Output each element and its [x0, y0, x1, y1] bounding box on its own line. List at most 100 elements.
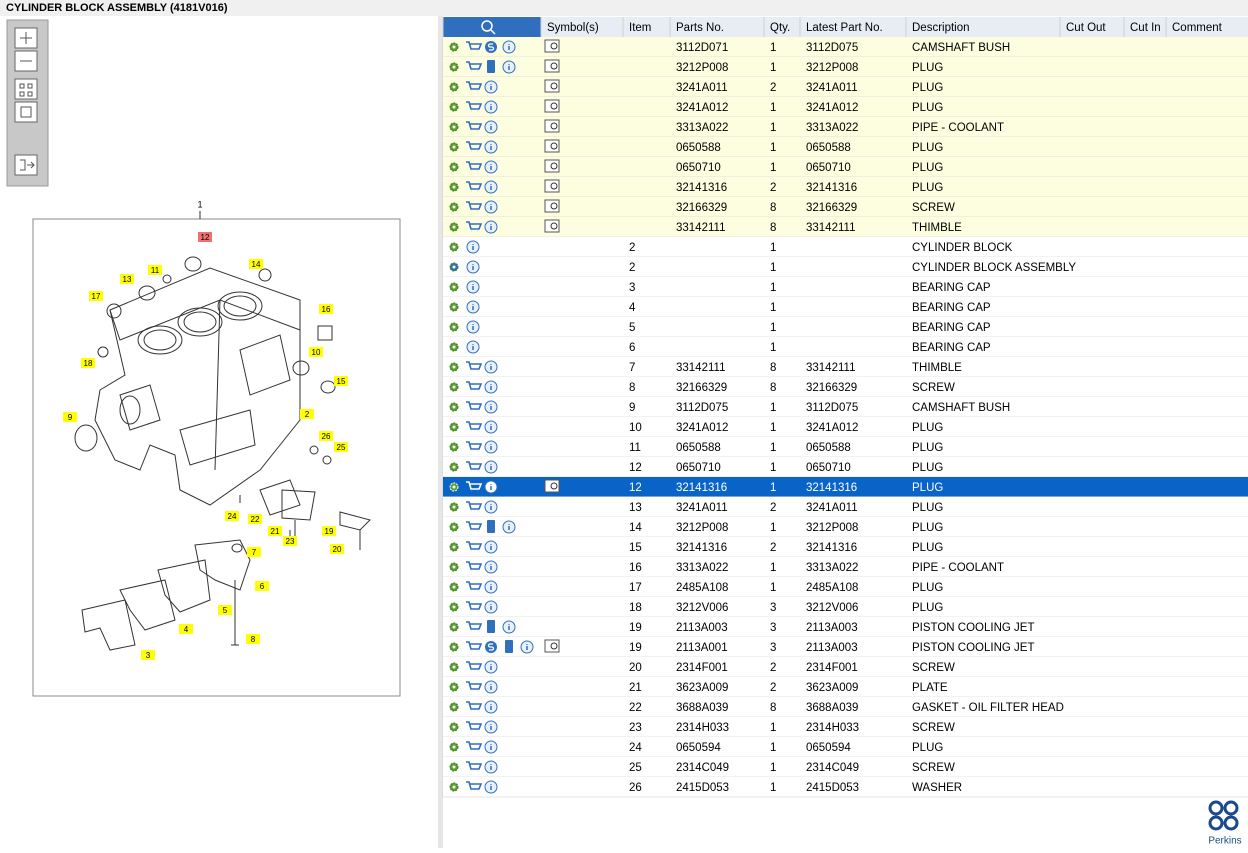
table-row[interactable]: 2 1 CYLINDER BLOCK ASSEMBLY — [443, 257, 1248, 278]
row-bg[interactable] — [443, 517, 1248, 537]
table-row[interactable]: 3112D071 1 3112D075 CAMSHAFT BUSH — [443, 37, 1248, 58]
doc-icon[interactable] — [505, 640, 513, 653]
fit[interactable] — [14, 78, 38, 100]
row-bg[interactable] — [443, 417, 1248, 437]
cart-icon[interactable] — [466, 81, 483, 92]
callout[interactable]: 17 — [92, 292, 101, 301]
callout[interactable]: 12 — [201, 233, 210, 242]
callout[interactable]: 3 — [146, 651, 151, 660]
row-bg[interactable] — [443, 497, 1248, 517]
cart-icon[interactable] — [466, 181, 483, 192]
callout[interactable]: 21 — [271, 527, 280, 536]
cart-icon[interactable] — [466, 221, 483, 232]
callout-box[interactable] — [334, 376, 348, 386]
table-row[interactable]: 24 0650594 1 0650594 PLUG — [443, 737, 1248, 758]
table-row[interactable]: 12 32141316 1 32141316 PLUG — [443, 477, 1248, 498]
row-bg[interactable] — [443, 257, 1248, 277]
callout[interactable]: 18 — [84, 359, 93, 368]
table-row[interactable]: 13 3241A011 2 3241A011 PLUG — [443, 497, 1248, 518]
row-bg[interactable] — [443, 77, 1248, 97]
cart-icon[interactable] — [466, 621, 483, 632]
table-row[interactable]: 11 0650588 1 0650588 PLUG — [443, 437, 1248, 458]
callout-box[interactable] — [63, 412, 77, 422]
callout-box[interactable] — [330, 544, 344, 554]
callout[interactable]: 16 — [322, 305, 331, 314]
callout[interactable]: 4 — [184, 625, 189, 634]
row-bg[interactable] — [443, 217, 1248, 237]
column-header[interactable]: Comment — [1172, 22, 1223, 34]
row-bg[interactable] — [443, 697, 1248, 717]
table-row[interactable]: 21 3623A009 2 3623A009 PLATE — [443, 677, 1248, 698]
callout-box[interactable] — [89, 291, 103, 301]
callout-box[interactable] — [247, 547, 261, 557]
column-header[interactable]: Cut In — [1130, 22, 1161, 34]
row-bg[interactable] — [443, 477, 1248, 497]
table-row[interactable]: 7 33142111 8 33142111 THIMBLE — [443, 357, 1248, 378]
callout[interactable]: 8 — [251, 635, 256, 644]
callout-box[interactable] — [300, 409, 314, 419]
cart-icon[interactable] — [466, 461, 483, 472]
row-bg[interactable] — [443, 597, 1248, 617]
table-row[interactable]: 3 1 BEARING CAP — [443, 277, 1248, 298]
table-row[interactable]: 22 3688A039 8 3688A039 GASKET - OIL FILTER H… — [443, 697, 1248, 718]
row-bg[interactable] — [443, 357, 1248, 377]
cart-icon[interactable] — [466, 441, 483, 452]
cart-icon[interactable] — [466, 61, 483, 72]
row-bg[interactable] — [443, 317, 1248, 337]
callout-box[interactable] — [248, 514, 262, 524]
cart-icon[interactable] — [466, 521, 483, 532]
cart-icon[interactable] — [466, 121, 483, 132]
callout[interactable]: 2 — [305, 410, 310, 419]
cart-icon[interactable] — [466, 581, 483, 592]
cart-icon[interactable] — [466, 561, 483, 572]
table-row[interactable]: 8 32166329 8 32166329 SCREW — [443, 377, 1248, 398]
table-row[interactable]: 6 1 BEARING CAP — [443, 337, 1248, 358]
doc-icon[interactable] — [487, 620, 495, 633]
column-header[interactable]: Symbol(s) — [547, 22, 599, 34]
column-header[interactable]: Description — [912, 22, 970, 34]
callout-box[interactable] — [148, 265, 162, 275]
callout[interactable]: 20 — [333, 545, 342, 554]
cart-icon[interactable] — [466, 401, 483, 412]
cart-icon[interactable] — [466, 741, 483, 752]
row-bg[interactable] — [443, 137, 1248, 157]
cart-icon[interactable] — [466, 781, 483, 792]
table-row[interactable]: 19 2113A001 3 2113A003 PISTON COOLING JET — [443, 637, 1248, 658]
callout[interactable]: 14 — [252, 260, 261, 269]
row-bg[interactable] — [443, 157, 1248, 177]
row-bg[interactable] — [443, 737, 1248, 757]
splitter[interactable] — [438, 16, 443, 848]
row-bg[interactable] — [443, 197, 1248, 217]
table-row[interactable]: 15 32141316 2 32141316 PLUG — [443, 537, 1248, 558]
row-bg[interactable] — [443, 537, 1248, 557]
cart-icon[interactable] — [466, 541, 483, 552]
callout-box[interactable] — [249, 259, 263, 269]
row-bg[interactable] — [443, 37, 1248, 57]
table-row[interactable]: 14 3212P008 1 3212P008 PLUG — [443, 517, 1248, 538]
table-row[interactable]: 0650710 1 0650710 PLUG — [443, 157, 1248, 178]
callout-box[interactable] — [198, 232, 212, 242]
cart-icon[interactable] — [466, 701, 483, 712]
cart-icon[interactable] — [466, 761, 483, 772]
row-bg[interactable] — [443, 297, 1248, 317]
callout[interactable]: 23 — [286, 537, 295, 546]
callout[interactable]: 9 — [68, 413, 73, 422]
row-bg[interactable] — [443, 757, 1248, 777]
cart-icon[interactable] — [466, 421, 483, 432]
callout[interactable]: 6 — [260, 582, 265, 591]
column-header[interactable]: Item — [629, 22, 651, 34]
callout[interactable]: 7 — [252, 548, 257, 557]
table-row[interactable]: 32141316 2 32141316 PLUG — [443, 177, 1248, 198]
row-bg[interactable] — [443, 657, 1248, 677]
column-header[interactable]: Qty. — [770, 22, 790, 34]
row-bg[interactable] — [443, 397, 1248, 417]
callout[interactable]: 13 — [123, 275, 132, 284]
row-bg[interactable] — [443, 277, 1248, 297]
row-bg[interactable] — [443, 457, 1248, 477]
row-bg[interactable] — [443, 57, 1248, 77]
row-bg[interactable] — [443, 97, 1248, 117]
table-row[interactable]: 3241A011 2 3241A011 PLUG — [443, 77, 1248, 98]
cart-icon[interactable] — [466, 381, 483, 392]
callout-box[interactable] — [179, 624, 193, 634]
row-bg[interactable] — [443, 337, 1248, 357]
